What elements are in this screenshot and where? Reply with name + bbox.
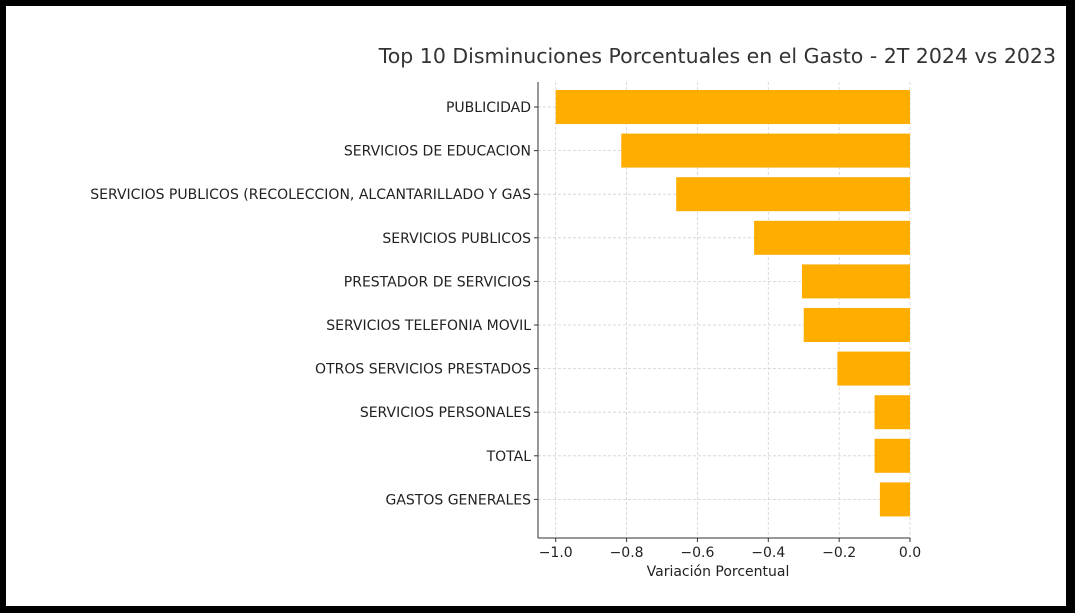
- bar: [837, 351, 910, 386]
- bar: [879, 482, 910, 517]
- bar-chart: Top 10 Disminuciones Porcentuales en el …: [90, 44, 1056, 580]
- x-tick-label: −0.2: [822, 545, 856, 561]
- category-label: SERVICIOS PUBLICOS: [382, 231, 531, 247]
- bar: [874, 438, 910, 473]
- category-label: SERVICIOS DE EDUCACION: [344, 144, 531, 160]
- x-tick-label: −0.4: [751, 545, 785, 561]
- x-tick-label: −0.8: [610, 545, 644, 561]
- category-label: SERVICIOS TELEFONIA MOVIL: [326, 318, 531, 334]
- bar: [754, 220, 910, 255]
- category-label: TOTAL: [486, 449, 532, 465]
- chart-title: Top 10 Disminuciones Porcentuales en el …: [378, 44, 1056, 68]
- x-axis-label: Variación Porcentual: [647, 564, 790, 580]
- x-tick-labels: −1.0 −0.8 −0.6 −0.4 −0.2 0.0: [539, 545, 921, 561]
- bars: [555, 90, 910, 517]
- x-tick-label: 0.0: [899, 545, 921, 561]
- category-label: SERVICIOS PERSONALES: [360, 405, 531, 421]
- category-label: GASTOS GENERALES: [385, 492, 531, 508]
- bar: [676, 177, 910, 212]
- category-label: OTROS SERVICIOS PRESTADOS: [315, 362, 531, 378]
- category-label: PRESTADOR DE SERVICIOS: [344, 274, 531, 290]
- category-label: SERVICIOS PUBLICOS (RECOLECCION, ALCANTA…: [90, 187, 531, 203]
- x-tick-label: −0.6: [680, 545, 714, 561]
- bar: [801, 264, 910, 299]
- category-label: PUBLICIDAD: [446, 100, 531, 116]
- x-tick-label: −1.0: [539, 545, 573, 561]
- category-labels: PUBLICIDAD SERVICIOS DE EDUCACION SERVICIO…: [90, 100, 531, 508]
- axes: [534, 82, 911, 542]
- bar: [555, 90, 910, 124]
- bar: [803, 308, 910, 342]
- bar: [874, 395, 910, 430]
- chart-frame: Top 10 Disminuciones Porcentuales en el …: [6, 6, 1066, 606]
- bar: [621, 133, 910, 168]
